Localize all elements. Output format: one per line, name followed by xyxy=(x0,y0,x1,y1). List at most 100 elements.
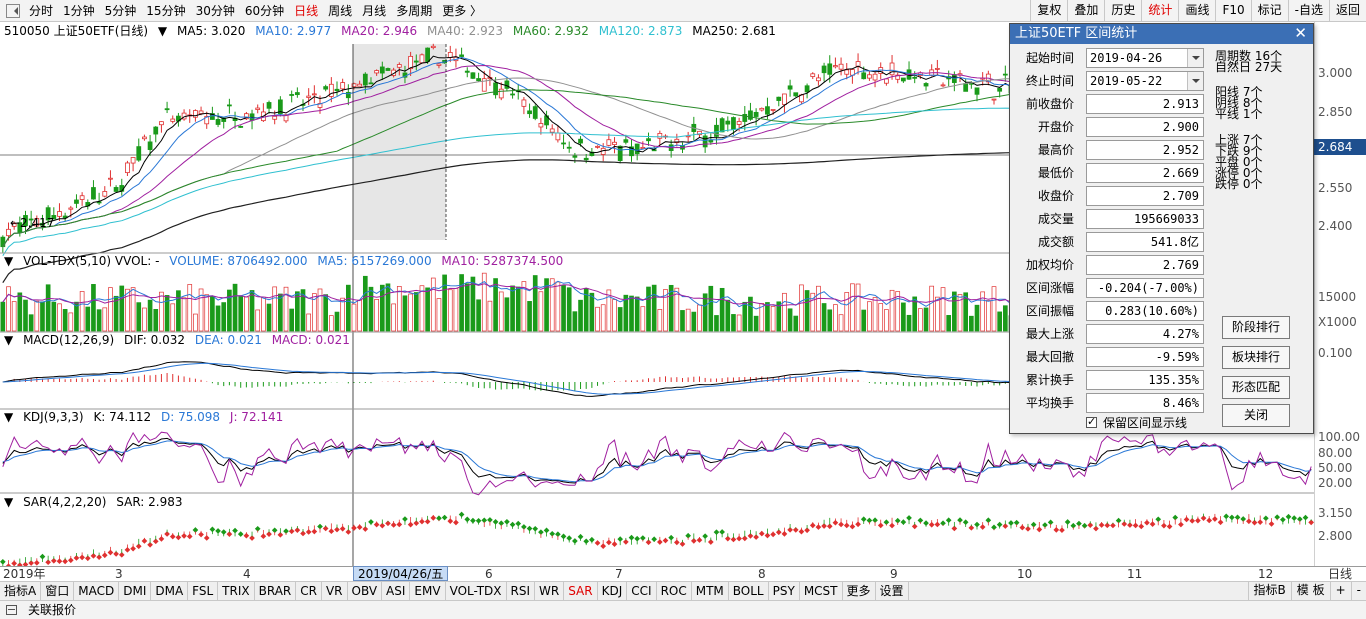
sar-dot xyxy=(5,563,12,566)
toolbar-button-5[interactable]: F10 xyxy=(1215,0,1250,22)
linked-quote-label[interactable]: 关联报价 xyxy=(28,603,77,617)
indicator-tab-cci[interactable]: CCI xyxy=(627,582,657,600)
chevron-down-icon[interactable] xyxy=(1187,72,1203,90)
indicator-tab-cr[interactable]: CR xyxy=(296,582,322,600)
indicator-tab-roc[interactable]: ROC xyxy=(657,582,692,600)
volume-bar xyxy=(844,292,850,332)
volume-ma5-value: MA5: 6157269.000 xyxy=(317,254,432,268)
candle-body xyxy=(510,93,515,96)
period-tab-6[interactable]: 日线 xyxy=(294,4,319,18)
indicator-tab-fsl[interactable]: FSL xyxy=(188,582,219,600)
candle-body xyxy=(193,110,198,118)
indicator-tab-obv[interactable]: OBV xyxy=(348,582,383,600)
volume-bar xyxy=(918,308,923,332)
indicator-right-button-0[interactable]: 指标B xyxy=(1247,581,1291,600)
volume-bar xyxy=(957,294,963,332)
indicator-tab-macd[interactable]: MACD xyxy=(74,582,120,600)
toolbar-button-3[interactable]: 统计 xyxy=(1141,0,1178,22)
legend-arrow-icon[interactable]: ▼ xyxy=(4,410,14,424)
volume-bar xyxy=(850,283,855,332)
sar-dot xyxy=(1047,519,1054,526)
period-tab-1[interactable]: 1分钟 xyxy=(63,4,95,18)
indicator-tab-asi[interactable]: ASI xyxy=(382,582,411,600)
dialog-button-2[interactable]: 形态匹配 xyxy=(1222,376,1290,399)
chevron-down-icon[interactable] xyxy=(1187,49,1203,67)
dialog-button-0[interactable]: 阶段排行 xyxy=(1222,316,1290,339)
toolbar-button-1[interactable]: 叠加 xyxy=(1067,0,1104,22)
indicator-tab-指标a[interactable]: 指标A xyxy=(0,582,42,600)
period-tab-7[interactable]: 周线 xyxy=(328,4,353,18)
legend-arrow-icon[interactable]: ▼ xyxy=(4,333,14,347)
indicator-tab-emv[interactable]: EMV xyxy=(410,582,446,600)
period-tab-9[interactable]: 多周期 xyxy=(396,4,433,18)
legend-arrow-icon[interactable]: ▼ xyxy=(157,24,168,38)
indicator-tab-mtm[interactable]: MTM xyxy=(692,582,729,600)
candle-body xyxy=(934,67,940,70)
indicator-tab-sar[interactable]: SAR xyxy=(564,582,598,600)
indicator-tab-rsi[interactable]: RSI xyxy=(507,582,536,600)
indicator-tab-dma[interactable]: DMA xyxy=(151,582,189,600)
period-tab-2[interactable]: 5分钟 xyxy=(104,4,137,18)
volume-bar xyxy=(612,299,617,332)
axis-unit-label[interactable]: 日线 xyxy=(1328,567,1353,581)
indicator-tab-窗口[interactable]: 窗口 xyxy=(41,582,75,600)
indicator-tab-vol-tdx[interactable]: VOL-TDX xyxy=(446,582,507,600)
indicator-right-button-2[interactable]: + xyxy=(1329,581,1351,600)
toolbar-button-2[interactable]: 历史 xyxy=(1104,0,1141,22)
indicator-tab-vr[interactable]: VR xyxy=(322,582,348,600)
candle-body xyxy=(11,223,17,227)
candle-body xyxy=(974,87,980,95)
dialog-button-3[interactable]: 关闭 xyxy=(1222,404,1290,427)
period-tab-3[interactable]: 15分钟 xyxy=(146,4,186,18)
sar-dot xyxy=(1070,522,1077,529)
keep-range-line-option[interactable]: 保留区间显示线 xyxy=(1086,414,1187,431)
period-tab-10[interactable]: 更多 〉 xyxy=(442,4,483,18)
toolbar-button-4[interactable]: 画线 xyxy=(1178,0,1215,22)
sar-dot xyxy=(849,523,856,530)
indicator-tab-wr[interactable]: WR xyxy=(535,582,565,600)
toolbar-button-0[interactable]: 复权 xyxy=(1030,0,1067,22)
period-tab-0[interactable]: 分时 xyxy=(29,4,54,18)
indicator-tab-更多[interactable]: 更多 xyxy=(843,582,876,600)
indicator-tab-brar[interactable]: BRAR xyxy=(255,582,297,600)
kdj-axis-label: 100.00 xyxy=(1318,430,1360,444)
date-axis-label: 12 xyxy=(1258,567,1274,581)
indicator-tab-psy[interactable]: PSY xyxy=(769,582,800,600)
legend-arrow-icon[interactable]: ▼ xyxy=(4,495,14,509)
indicator-tab-dmi[interactable]: DMI xyxy=(119,582,152,600)
start-time-select[interactable]: 2019-04-26 xyxy=(1086,48,1204,68)
indicator-tab-mcst[interactable]: MCST xyxy=(800,582,843,600)
sar-dot xyxy=(911,523,918,530)
dialog-button-1[interactable]: 板块排行 xyxy=(1222,346,1290,369)
volume-bar xyxy=(674,287,680,332)
toolbar-button-7[interactable]: -自选 xyxy=(1287,0,1329,22)
end-time-select[interactable]: 2019-05-22 xyxy=(1086,71,1204,91)
candle-body xyxy=(595,145,600,148)
quote-panel-icon[interactable] xyxy=(6,605,17,615)
indicator-tab-设置[interactable]: 设置 xyxy=(876,582,909,600)
sar-dot xyxy=(56,558,63,565)
sar-dot xyxy=(809,522,816,529)
keep-range-checkbox[interactable] xyxy=(1086,415,1097,428)
volume-bar xyxy=(334,311,340,332)
dialog-title[interactable]: 上证50ETF 区间统计 xyxy=(1010,24,1313,44)
candle-body xyxy=(555,132,561,141)
collapse-icon[interactable] xyxy=(6,4,20,18)
indicator-right-button-1[interactable]: 模 板 xyxy=(1290,581,1330,600)
candle-body xyxy=(900,77,906,82)
indicator-tab-trix[interactable]: TRIX xyxy=(218,582,255,600)
toolbar-button-6[interactable]: 标记 xyxy=(1250,0,1288,22)
period-tab-8[interactable]: 月线 xyxy=(362,4,387,18)
period-selector: 分时 1分钟 5分钟 15分钟 30分钟 60分钟 日线 周线 月线 多周期 更多 〉 xyxy=(0,0,487,22)
volume-bar xyxy=(476,299,481,332)
stock-chart-canvas[interactable]: ←2.417 xyxy=(0,22,1314,566)
legend-arrow-icon[interactable]: ▼ xyxy=(4,254,14,268)
indicator-tab-boll[interactable]: BOLL xyxy=(729,582,769,600)
indicator-right-button-3[interactable]: - xyxy=(1350,581,1366,600)
toolbar-button-8[interactable]: 返回 xyxy=(1328,0,1366,22)
period-tab-4[interactable]: 30分钟 xyxy=(195,4,235,18)
sar-dot xyxy=(130,545,136,552)
period-tab-5[interactable]: 60分钟 xyxy=(244,4,285,18)
close-icon[interactable]: ✕ xyxy=(1294,24,1307,42)
indicator-tab-kdj[interactable]: KDJ xyxy=(598,582,628,600)
